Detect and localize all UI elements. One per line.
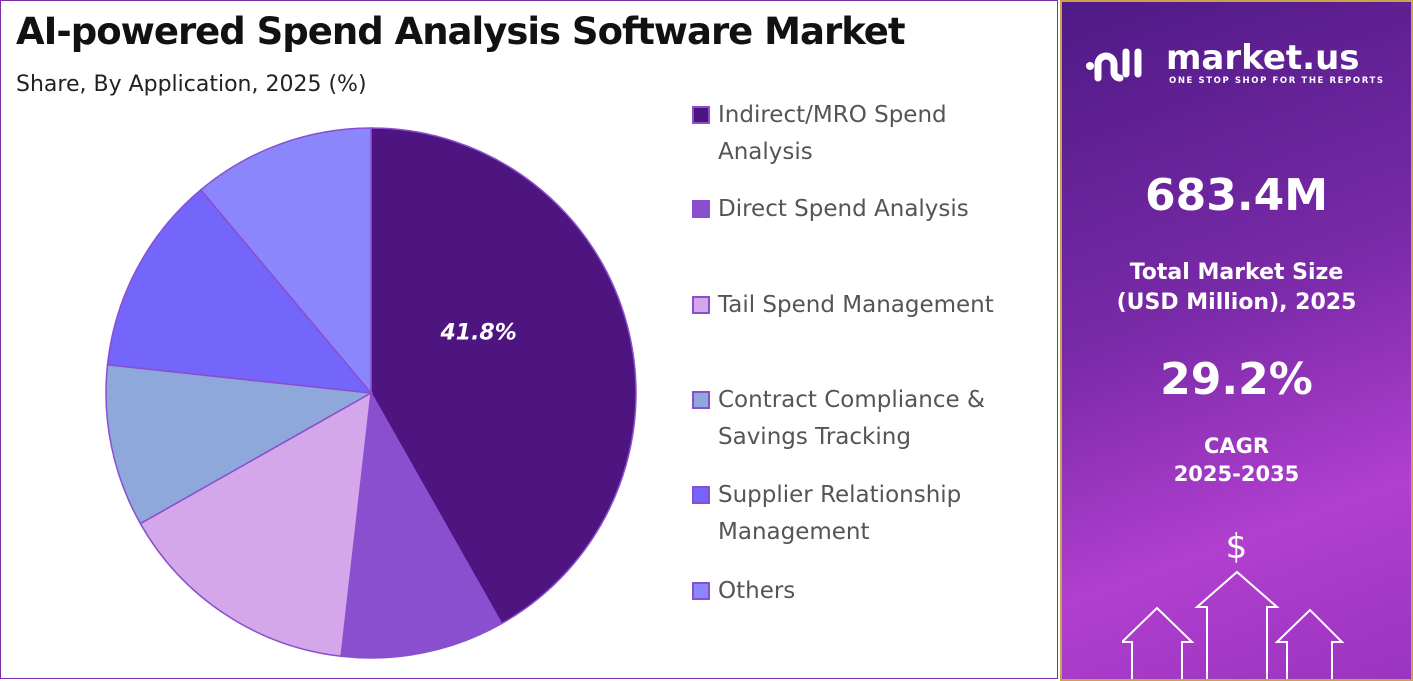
chart-panel — [0, 0, 1058, 679]
chart-title: AI-powered Spend Analysis Software Marke… — [16, 10, 906, 53]
cagr-label-1: CAGR — [1203, 434, 1270, 458]
legend-item: Supplier Relationship Management — [692, 477, 961, 551]
legend-swatch — [692, 486, 710, 504]
growth-arrows-icon — [1122, 570, 1345, 679]
legend-swatch — [692, 106, 710, 124]
market-size-label-1: Total Market Size — [1129, 260, 1344, 285]
legend-label: Others — [718, 578, 796, 604]
legend-label: Indirect/MRO Spend Analysis — [718, 102, 947, 165]
legend-item: Indirect/MRO Spend Analysis — [692, 97, 947, 171]
pie-chart: 41.8% — [105, 127, 637, 659]
logo-text: market.us — [1166, 38, 1360, 78]
pie-slice-4 — [106, 188, 373, 394]
legend-label: Contract Compliance & Savings Tracking — [718, 387, 985, 450]
logo-tagline: ONE STOP SHOP FOR THE REPORTS — [1169, 76, 1385, 86]
pie-slice-0 — [370, 127, 637, 625]
pie-slice-2 — [139, 391, 372, 658]
legend-swatch — [692, 391, 710, 409]
market-size-label-2: (USD Million), 2025 — [1116, 290, 1357, 315]
legend-label: Direct Spend Analysis — [718, 196, 969, 222]
legend-swatch — [692, 200, 710, 218]
cagr-label-2: 2025-2035 — [1173, 462, 1300, 486]
legend-swatch — [692, 296, 710, 314]
legend-item: Contract Compliance & Savings Tracking — [692, 382, 985, 456]
legend-item: Tail Spend Management — [692, 287, 994, 324]
chart-subtitle: Share, By Application, 2025 (%) — [16, 72, 367, 97]
legend-label: Supplier Relationship Management — [718, 482, 962, 545]
summary-panel: market.us ONE STOP SHOP FOR THE REPORTS … — [1060, 0, 1413, 681]
legend-item: Direct Spend Analysis — [692, 191, 969, 228]
pie-slice-3 — [105, 363, 374, 525]
legend-label: Tail Spend Management — [718, 292, 994, 318]
market-us-logo-icon — [1086, 48, 1142, 82]
pie-slice-1 — [340, 390, 503, 659]
market-size-value: 683.4M — [1145, 170, 1328, 221]
pie-slice-5 — [199, 127, 372, 396]
legend-swatch — [692, 582, 710, 600]
dollar-symbol: $ — [1225, 527, 1248, 567]
cagr-value: 29.2% — [1160, 354, 1313, 405]
legend-item: Others — [692, 573, 795, 610]
data-label: 41.8% — [439, 321, 516, 346]
